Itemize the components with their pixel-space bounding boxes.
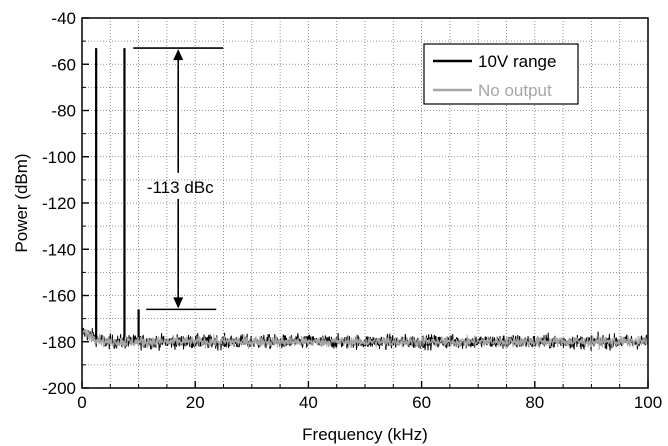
trace-10v-range bbox=[81, 327, 649, 351]
x-tick-label: 0 bbox=[77, 393, 86, 412]
x-tick-label: 20 bbox=[186, 393, 205, 412]
legend-label-10v-range: 10V range bbox=[478, 52, 556, 71]
annotation-arrowhead-up bbox=[173, 49, 184, 61]
y-tick-label: -60 bbox=[51, 55, 76, 74]
y-tick-label: -180 bbox=[42, 333, 76, 352]
x-tick-label: 40 bbox=[299, 393, 318, 412]
y-tick-label: -160 bbox=[42, 287, 76, 306]
series-traces bbox=[81, 48, 649, 351]
x-tick-label: 60 bbox=[412, 393, 431, 412]
y-axis-title: Power (dBm) bbox=[12, 153, 31, 252]
y-tick-label: -40 bbox=[51, 9, 76, 28]
y-tick-label: -140 bbox=[42, 240, 76, 259]
x-tick-label: 100 bbox=[634, 393, 662, 412]
x-axis-title: Frequency (kHz) bbox=[302, 425, 428, 444]
annotation-label: -113 dBc bbox=[147, 178, 214, 197]
x-tick-label: 80 bbox=[525, 393, 544, 412]
y-tick-label: -200 bbox=[42, 379, 76, 398]
y-tick-label: -80 bbox=[51, 102, 76, 121]
legend: 10V range No output bbox=[423, 43, 579, 105]
y-tick-label: -120 bbox=[42, 194, 76, 213]
annotation-113dbc: -113 dBc bbox=[133, 47, 224, 311]
y-tick-label: -100 bbox=[42, 148, 76, 167]
legend-box bbox=[423, 43, 579, 105]
annotation-arrowhead-down bbox=[173, 297, 184, 309]
axis-ticks: 0 20 40 60 80 100 -200 -180 -160 -140 -120 -100 -80 -… bbox=[42, 9, 662, 412]
legend-label-no-output: No output bbox=[478, 81, 552, 100]
trace-no-output bbox=[81, 326, 649, 350]
